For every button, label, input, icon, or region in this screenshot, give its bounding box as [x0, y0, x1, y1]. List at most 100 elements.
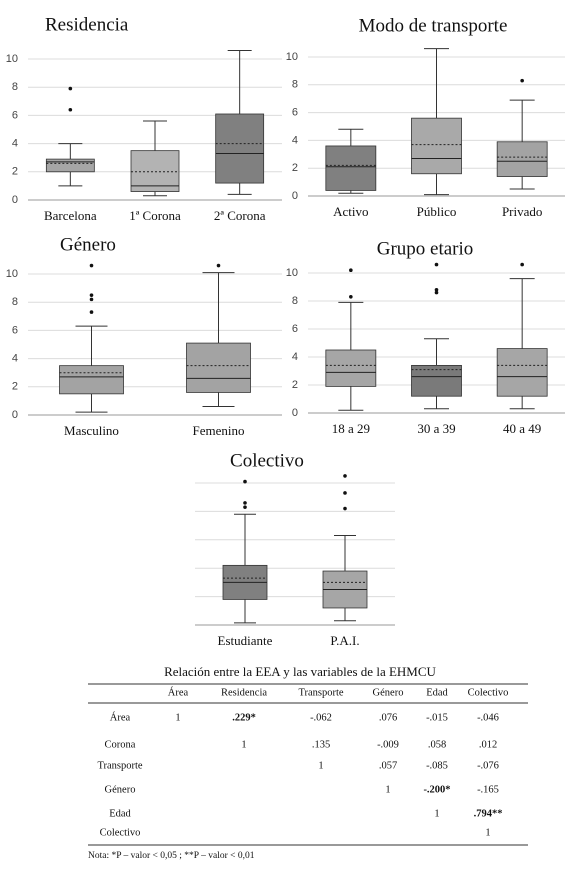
- row-label: Transporte: [97, 760, 142, 771]
- outlier: [520, 262, 524, 267]
- table-cell: .229*: [232, 712, 256, 723]
- row-label: Edad: [109, 808, 131, 819]
- outlier: [434, 290, 439, 295]
- box: [411, 364, 462, 397]
- y-tick-label: 8: [12, 81, 18, 93]
- column-header: Edad: [426, 687, 448, 698]
- y-tick-label: 10: [286, 267, 298, 279]
- outlier: [68, 86, 73, 91]
- row-label: Corona: [105, 739, 136, 750]
- box: [59, 365, 124, 395]
- outlier: [216, 263, 221, 268]
- chart-title: Modo de transporte: [359, 15, 508, 36]
- box: [186, 342, 251, 393]
- table-cell: -.076: [477, 760, 499, 771]
- chart-title: Género: [60, 234, 116, 255]
- y-tick-label: 2: [292, 379, 298, 391]
- x-tick-label: Público: [417, 204, 457, 219]
- table-cell: 1: [385, 784, 390, 795]
- box: [496, 141, 548, 177]
- box: [130, 150, 180, 192]
- x-tick-label: 1ª Corona: [129, 208, 181, 223]
- x-tick-label: 18 a 29: [332, 421, 370, 436]
- outlier: [434, 262, 439, 267]
- y-tick-label: 0: [12, 194, 18, 206]
- table-cell: .076: [379, 712, 397, 723]
- table-cell: -.046: [477, 712, 499, 723]
- y-tick-label: 8: [292, 79, 298, 91]
- table-cell: 1: [434, 808, 439, 819]
- y-tick-label: 4: [292, 351, 298, 363]
- table-title: Relación entre la EEA y las variables de…: [164, 664, 436, 679]
- table-cell: -.200*: [423, 784, 450, 795]
- x-tick-label: 2ª Corona: [214, 208, 266, 223]
- y-tick-label: 6: [12, 109, 18, 121]
- x-tick-label: Femenino: [193, 423, 245, 438]
- chart-title: Grupo etario: [377, 238, 474, 259]
- outlier: [89, 293, 94, 297]
- table-cell: 1: [485, 827, 490, 838]
- y-tick-label: 0: [12, 409, 18, 421]
- column-header: Colectivo: [468, 687, 509, 698]
- x-tick-label: Barcelona: [44, 208, 97, 223]
- x-tick-label: 40 a 49: [503, 421, 541, 436]
- x-tick-label: Activo: [333, 204, 368, 219]
- y-tick-label: 2: [292, 162, 298, 174]
- box: [325, 145, 377, 191]
- y-tick-label: 6: [292, 323, 298, 335]
- y-tick-label: 6: [12, 324, 18, 336]
- table-cell: .012: [479, 739, 497, 750]
- y-tick-label: 4: [292, 134, 298, 146]
- y-tick-label: 10: [6, 268, 18, 280]
- y-tick-label: 4: [12, 353, 18, 365]
- outlier: [89, 263, 94, 268]
- table-cell: 1: [241, 739, 246, 750]
- table-cell: -.062: [310, 712, 332, 723]
- outlier: [343, 474, 347, 478]
- outlier: [349, 268, 353, 273]
- box: [325, 349, 377, 387]
- table-cell: -.085: [426, 760, 448, 771]
- table-cell: 1: [318, 760, 323, 771]
- outlier: [89, 297, 94, 302]
- y-tick-label: 6: [292, 107, 298, 119]
- outlier: [243, 501, 247, 505]
- table-cell: .057: [379, 760, 397, 771]
- outlier: [349, 295, 353, 299]
- table-cell: 1: [175, 712, 180, 723]
- y-tick-label: 2: [12, 381, 18, 393]
- outlier: [243, 505, 247, 509]
- column-header: Residencia: [221, 687, 267, 698]
- chart-title: Colectivo: [230, 450, 304, 471]
- y-tick-label: 10: [286, 51, 298, 63]
- outlier: [343, 506, 347, 511]
- y-tick-label: 0: [292, 407, 298, 419]
- x-tick-label: Estudiante: [218, 633, 273, 648]
- y-tick-label: 8: [292, 295, 298, 307]
- row-label: Área: [110, 711, 131, 723]
- x-tick-label: Masculino: [64, 423, 119, 438]
- table-cell: .058: [428, 739, 446, 750]
- box: [496, 348, 548, 397]
- y-tick-label: 10: [6, 53, 18, 65]
- chart-title: Residencia: [45, 14, 129, 35]
- table-cell: -.015: [426, 712, 448, 723]
- x-tick-label: 30 a 39: [417, 421, 455, 436]
- x-tick-label: Privado: [502, 204, 542, 219]
- outlier: [243, 479, 247, 484]
- outlier: [343, 491, 347, 495]
- table-cell: .794**: [474, 808, 503, 819]
- y-tick-label: 8: [12, 296, 18, 308]
- column-header: Área: [168, 686, 189, 698]
- box: [45, 158, 95, 173]
- outlier: [89, 310, 94, 314]
- row-label: Colectivo: [100, 827, 141, 838]
- box: [215, 113, 265, 184]
- outlier: [434, 288, 439, 292]
- column-header: Transporte: [298, 687, 343, 698]
- row-label: Género: [105, 784, 136, 795]
- table-cell: -.165: [477, 784, 499, 795]
- table-cell: -.009: [377, 739, 399, 750]
- outlier: [520, 78, 524, 83]
